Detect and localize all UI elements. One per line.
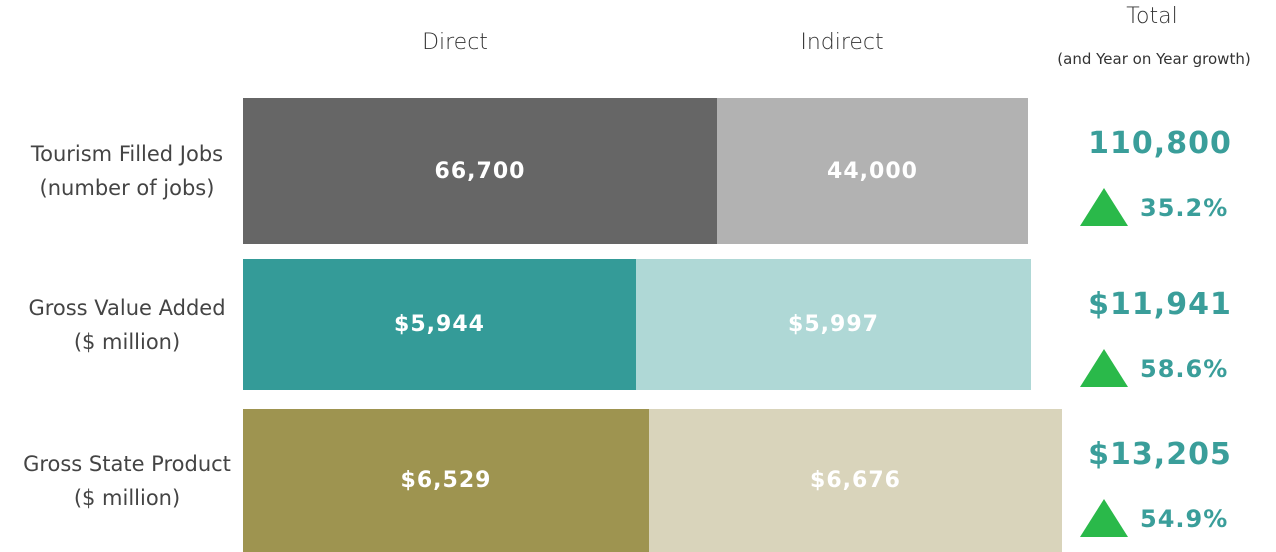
total-value: 110,800 xyxy=(1088,126,1232,161)
row-label: Gross State Product xyxy=(23,451,231,476)
indirect-bar: $6,676 xyxy=(649,409,1062,552)
direct-bar: $5,944 xyxy=(243,259,636,390)
direct-bar: 66,700 xyxy=(243,98,717,244)
row-label: (number of jobs) xyxy=(39,176,215,200)
header-total-note: (and Year on Year growth) xyxy=(1057,50,1251,68)
row-label: ($ million) xyxy=(73,329,181,354)
indirect-bar: 44,000 xyxy=(717,98,1028,244)
total-value: $13,205 xyxy=(1088,437,1232,472)
growth-arrow xyxy=(1080,499,1128,537)
growth-arrow xyxy=(1080,349,1128,387)
growth-arrow xyxy=(1080,188,1128,226)
growth-value: 58.6% xyxy=(1140,355,1229,383)
header-indirect: Indirect xyxy=(800,30,884,55)
row-label: ($ million) xyxy=(73,485,181,510)
row-label: Tourism Filled Jobs xyxy=(30,142,224,166)
indirect-bar: $5,997 xyxy=(636,259,1031,390)
total-value: $11,941 xyxy=(1088,287,1232,322)
direct-bar: $6,529 xyxy=(243,409,649,552)
header-direct: Direct xyxy=(422,30,488,55)
growth-value: 35.2% xyxy=(1140,194,1229,222)
growth-value: 54.9% xyxy=(1140,505,1229,533)
header-total: Total xyxy=(1126,4,1178,29)
row-label: Gross Value Added xyxy=(28,295,226,320)
